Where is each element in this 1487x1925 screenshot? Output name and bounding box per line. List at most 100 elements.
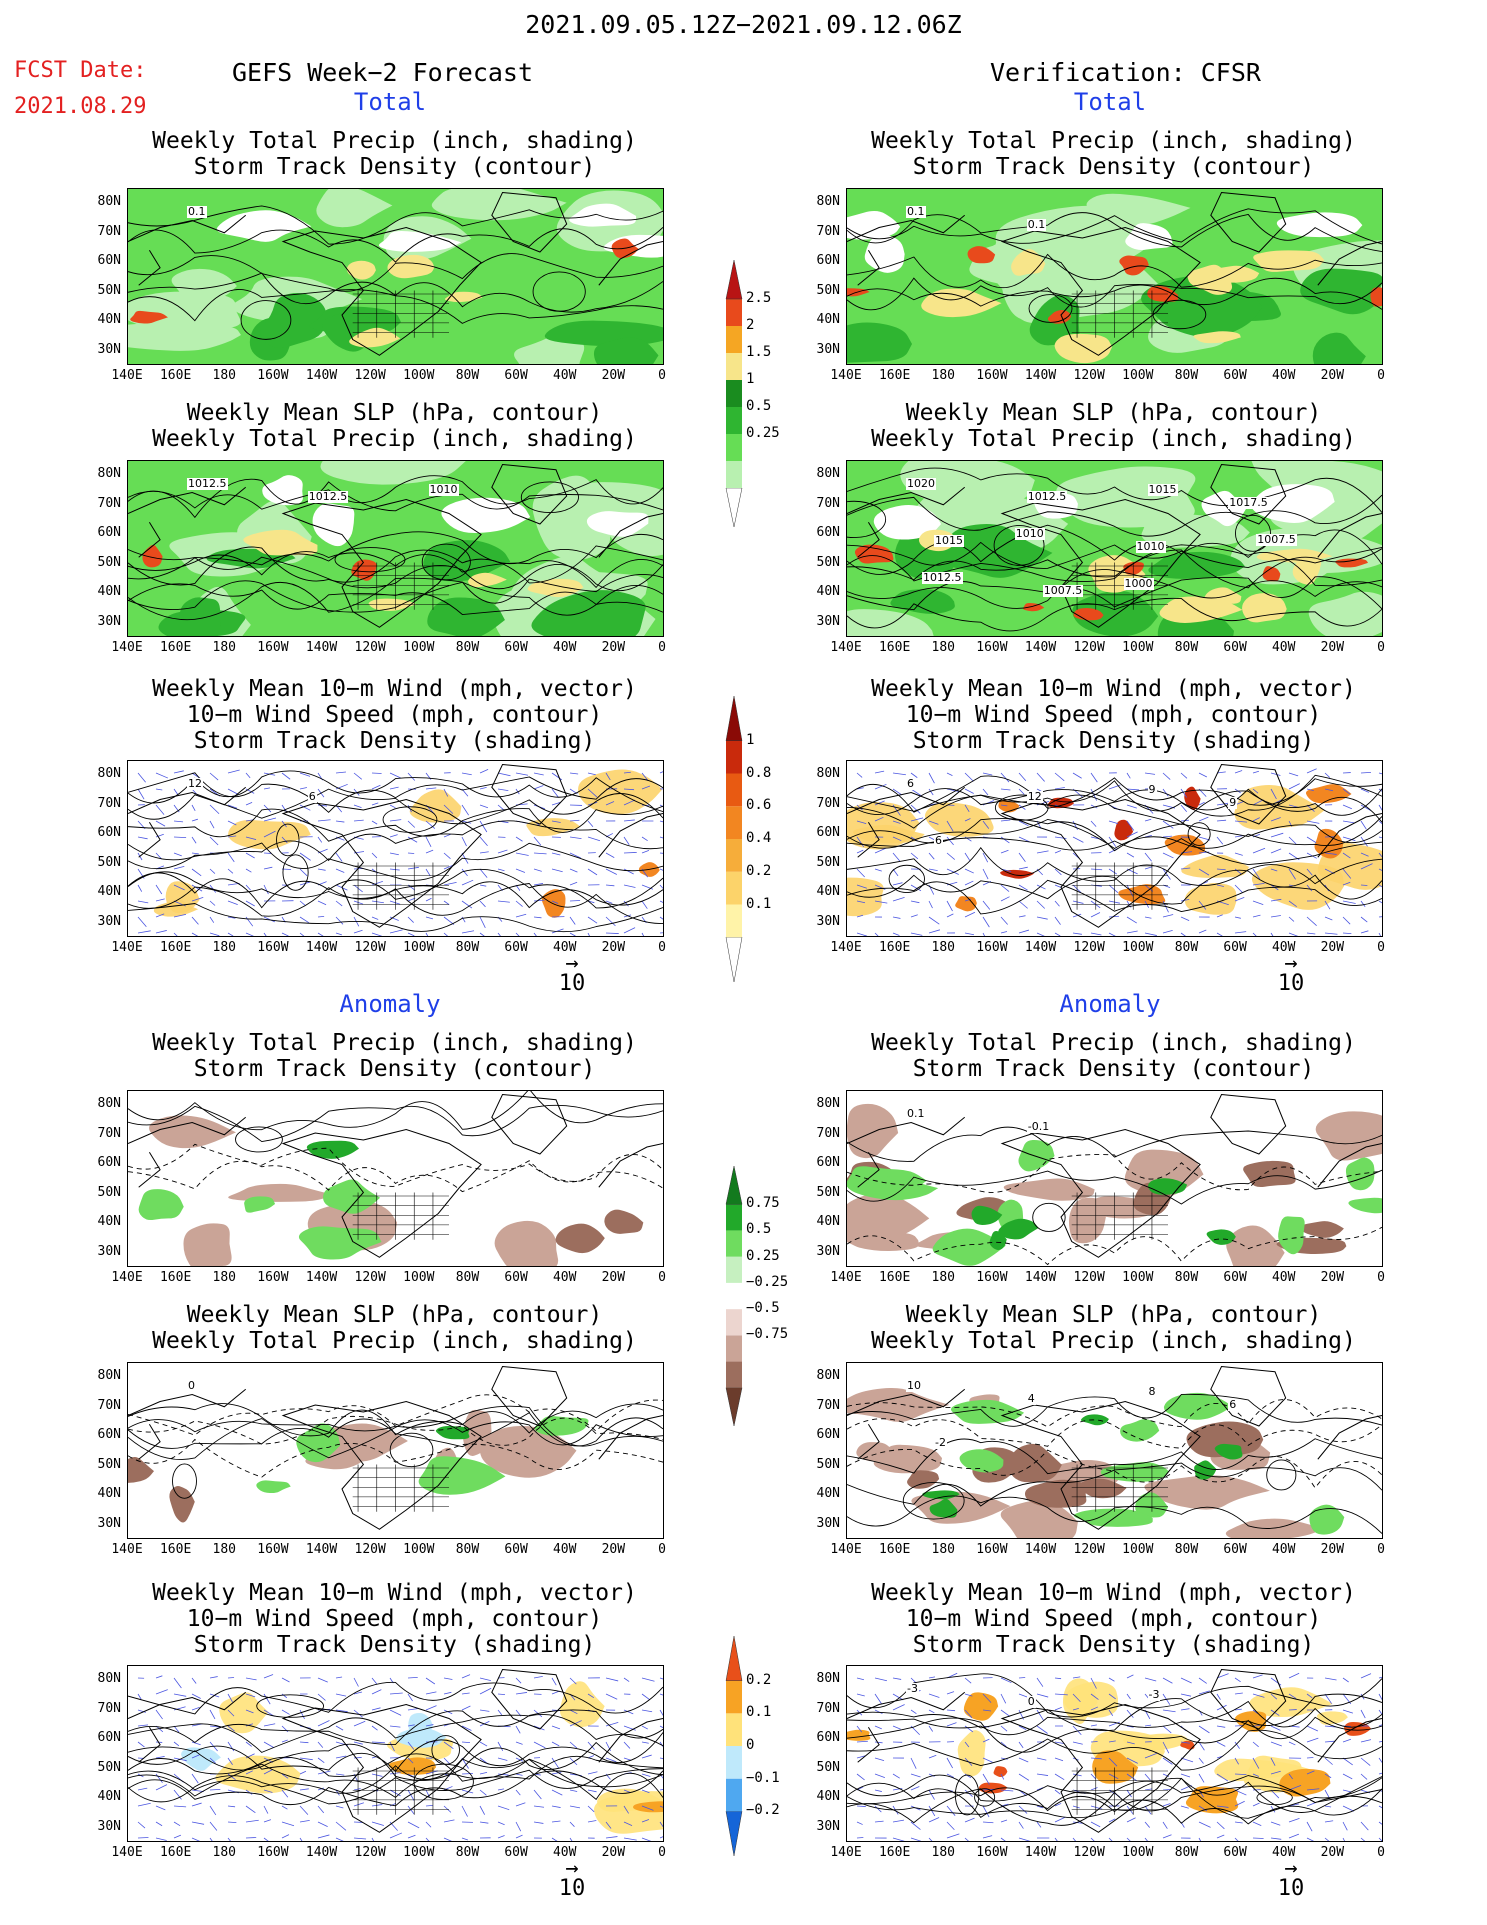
panel-title-r4-c0-l1: Weekly Total Precip (inch, shading)	[152, 1328, 637, 1354]
lon-tick-label: 40W	[552, 1542, 577, 1557]
lon-tick-label: 140E	[111, 1845, 143, 1860]
lon-tick-label: 160E	[159, 940, 192, 955]
lon-tick-label: 60W	[1223, 1542, 1247, 1557]
colorbar-tick-label: 1.5	[746, 344, 772, 360]
lat-tick-label: 60N	[816, 1730, 840, 1745]
lon-tick-label: 0	[1377, 1270, 1385, 1285]
lon-tick-label: 180	[931, 1542, 955, 1557]
contour-label: 1015	[1147, 483, 1178, 496]
left-column-title: GEFS Week−2 Forecast	[232, 58, 534, 87]
map-panel-r4-c1	[846, 1362, 1383, 1539]
lat-tick-label: 40N	[97, 584, 121, 599]
map-panel-r5-c1	[846, 1665, 1383, 1842]
colorbar-tick-label: 2	[746, 317, 755, 333]
lat-tick-label: 30N	[97, 1243, 121, 1259]
lat-tick-label: 60N	[816, 1427, 840, 1442]
lon-tick-label: 180	[212, 640, 236, 655]
lon-tick-label: 140W	[1024, 368, 1057, 383]
section-total-right: Total	[1073, 88, 1147, 116]
contour-label: 9	[1228, 796, 1238, 809]
lon-tick-label: 0	[1377, 640, 1385, 655]
lon-tick-label: 80W	[455, 368, 480, 383]
lat-tick-label: 30N	[97, 913, 121, 929]
colorbar-precip_total	[725, 259, 743, 528]
lon-tick-label: 100W	[403, 368, 435, 383]
lat-tick-label: 50N	[816, 1456, 840, 1472]
vector-ref-label: 10	[1277, 1876, 1305, 1901]
lon-tick-label: 100W	[1122, 368, 1154, 383]
lon-tick-label: 0	[1377, 1845, 1385, 1860]
lon-tick-label: 140E	[830, 940, 862, 955]
map-graphic-r4-c0	[128, 1363, 663, 1538]
lon-tick-label: 160E	[159, 1845, 192, 1860]
lon-tick-label: 80W	[455, 1845, 480, 1860]
lon-tick-label: 120W	[354, 368, 386, 383]
lat-tick-label: 30N	[97, 341, 121, 357]
vector-ref-arrow-icon: →	[1284, 951, 1298, 976]
lat-tick-label: 40N	[97, 1486, 121, 1501]
colorbar-tick-label: 2.5	[746, 290, 772, 306]
lon-tick-label: 60W	[1223, 940, 1247, 955]
lat-tick-label: 40N	[816, 884, 840, 899]
lat-tick-label: 40N	[816, 584, 840, 599]
contour-label: -0.1	[1026, 1120, 1051, 1133]
contour-label: 6	[1228, 1398, 1238, 1411]
lat-tick-label: 30N	[97, 1818, 121, 1834]
map-panel-r4-c0	[127, 1362, 664, 1539]
lon-tick-label: 40W	[552, 940, 577, 955]
map-panel-r2-c0	[127, 760, 664, 937]
colorbar-tick-label: −0.1	[746, 1769, 780, 1786]
lon-tick-label: 0	[658, 368, 666, 383]
lon-tick-label: 160W	[976, 1845, 1008, 1860]
lat-tick-label: 50N	[816, 1759, 840, 1775]
lon-tick-label: 160E	[878, 368, 911, 383]
panel-title-r2-c0-l2: Storm Track Density (shading)	[193, 728, 596, 754]
panel-title-r5-c1-l2: Storm Track Density (shading)	[912, 1632, 1315, 1658]
contour-label: 1012.5	[922, 571, 963, 584]
lon-tick-label: 160E	[159, 1270, 192, 1285]
map-graphic-r5-c1	[847, 1666, 1382, 1841]
lon-tick-label: 140W	[305, 368, 338, 383]
contour-label: -2	[934, 1436, 947, 1449]
colorbar-tick-label: −0.5	[746, 1300, 780, 1317]
panel-title-r4-c1-l1: Weekly Total Precip (inch, shading)	[871, 1328, 1356, 1354]
lon-tick-label: 160E	[878, 940, 911, 955]
contour-label: 0.1	[906, 1107, 926, 1120]
lat-tick-label: 40N	[816, 1486, 840, 1501]
lon-tick-label: 80W	[1174, 1845, 1199, 1860]
lat-tick-label: 80N	[97, 766, 121, 781]
contour-label: 1010	[428, 483, 459, 496]
section-anomaly-left: Anomaly	[339, 990, 441, 1018]
contour-label: 1020	[906, 477, 936, 490]
lon-tick-label: 120W	[1073, 940, 1105, 955]
lat-tick-label: 30N	[816, 613, 840, 629]
lon-tick-label: 160E	[878, 640, 911, 655]
lat-tick-label: 50N	[97, 1456, 121, 1472]
contour-label: 1012.5	[1026, 490, 1068, 503]
panel-title-r3-c1-l0: Weekly Total Precip (inch, shading)	[871, 1030, 1356, 1056]
contour-label: 1000	[1123, 577, 1154, 590]
lon-tick-label: 140E	[830, 1845, 862, 1860]
lat-tick-label: 50N	[816, 282, 840, 298]
lat-tick-label: 70N	[97, 1397, 121, 1413]
lon-tick-label: 80W	[455, 1542, 480, 1557]
lon-tick-label: 120W	[354, 1845, 386, 1860]
lon-tick-label: 40W	[1271, 1270, 1296, 1285]
panel-title-r3-c1-l1: Storm Track Density (contour)	[912, 1056, 1315, 1082]
lat-tick-label: 60N	[97, 1730, 121, 1745]
lon-tick-label: 20W	[601, 640, 626, 655]
panel-title-r0-c0-l1: Storm Track Density (contour)	[193, 154, 596, 180]
panel-title-r1-c1-l0: Weekly Mean SLP (hPa, contour)	[905, 400, 1322, 426]
colorbar-tick-label: 0.75	[746, 1195, 780, 1212]
lat-tick-label: 60N	[816, 1155, 840, 1170]
lon-tick-label: 120W	[354, 1270, 386, 1285]
panel-title-r2-c1-l0: Weekly Mean 10−m Wind (mph, vector)	[871, 676, 1356, 702]
lat-tick-label: 70N	[97, 223, 121, 239]
lat-tick-label: 50N	[97, 554, 121, 570]
lat-tick-label: 70N	[97, 1700, 121, 1716]
lon-tick-label: 120W	[354, 1542, 386, 1557]
lon-tick-label: 140W	[1024, 1270, 1057, 1285]
lon-tick-label: 40W	[1271, 368, 1296, 383]
lon-tick-label: 100W	[1122, 640, 1154, 655]
lon-tick-label: 160W	[976, 368, 1008, 383]
